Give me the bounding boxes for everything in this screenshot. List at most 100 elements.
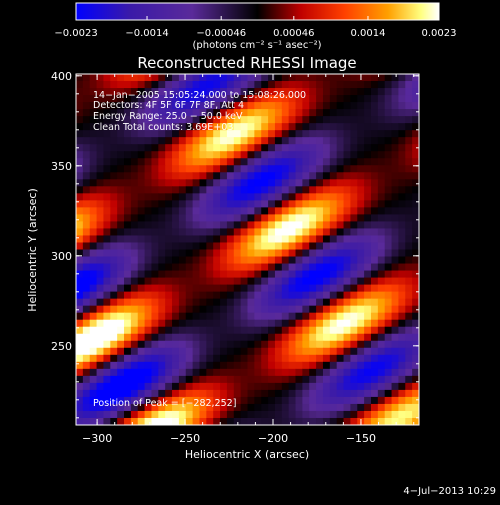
heatmap-cell [309,291,317,300]
heatmap-cell [220,221,228,230]
heatmap-cell [89,417,98,425]
heatmap-cell [213,144,221,152]
heatmap-cell [377,172,386,180]
heatmap-cell [302,235,310,244]
heatmap-cell [76,382,84,391]
heatmap-cell [240,305,249,314]
heatmap-cell [76,207,84,215]
heatmap-cell [151,88,159,96]
heatmap-cell [247,179,255,187]
heatmap-cell [302,396,310,405]
heatmap-cell [158,235,166,244]
heatmap-cell [281,375,290,384]
heatmap-cell [240,291,249,300]
heatmap-cell [364,312,372,321]
heatmap-cell [158,263,166,272]
heatmap-cell [178,228,187,237]
heatmap-cell [302,256,310,265]
heatmap-cell [405,144,413,152]
heatmap-cell [295,270,303,279]
heatmap-cell [220,74,228,82]
peak-position-label: Position of Peak = [−282,252] [93,398,236,409]
heatmap-cell [165,200,173,208]
heatmap-cell [89,214,98,223]
heatmap-cell [288,228,297,237]
heatmap-cell [144,158,153,166]
heatmap-cell [261,312,269,321]
heatmap-cell [343,333,351,342]
heatmap-cell [384,319,393,328]
heatmap-cell [226,263,235,272]
heatmap-cell [226,389,235,398]
heatmap-cell [96,116,105,124]
heatmap-cell [343,326,351,335]
heatmap-cell [130,151,139,159]
heatmap-cell [117,137,125,145]
heatmap-cell [124,361,132,370]
heatmap-cell [165,396,173,405]
heatmap-cell [261,291,269,300]
heatmap-cell [165,417,173,425]
heatmap-cell [124,235,132,244]
heatmap-cell [309,207,317,215]
heatmap-cell [302,291,310,300]
heatmap-cell [384,347,393,356]
heatmap-cell [391,130,400,138]
heatmap-cell [178,375,187,384]
heatmap-cell [124,130,132,138]
heatmap-cell [172,193,180,201]
heatmap-cell [240,312,249,321]
heatmap-cell [377,319,386,328]
heatmap-cell [343,221,351,230]
heatmap-cell [384,249,393,258]
heatmap-cell [226,361,235,370]
heatmap-cell [364,410,372,419]
heatmap-cell [178,333,187,342]
heatmap-cell [281,389,290,398]
heatmap-cell [172,200,180,208]
heatmap-cell [370,382,379,391]
heatmap-cell [364,102,372,110]
heatmap-cell [398,137,406,145]
heatmap-cell [185,109,194,117]
heatmap-cell [391,172,400,180]
heatmap-cell [254,249,262,258]
heatmap-cell [254,109,262,117]
heatmap-cell [199,284,207,293]
heatmap-cell [192,312,201,321]
info-line: Detectors: 4F 5F 6F 7F 8F, Att 4 [93,100,244,111]
heatmap-cell [274,368,283,377]
heatmap-cell [247,305,255,314]
heatmap-cell [261,361,269,370]
heatmap-cell [274,298,283,307]
heatmap-cell [185,151,194,159]
heatmap-cell [185,242,194,251]
heatmap-cell [213,186,221,194]
heatmap-cell [172,242,180,251]
heatmap-cell [172,396,180,405]
heatmap-cell [405,214,413,223]
heatmap-cell [357,403,365,412]
heatmap-cell [268,88,276,96]
heatmap-cell [226,291,235,300]
heatmap-cell [302,249,310,258]
heatmap-cell [240,333,249,342]
heatmap-cell [158,179,166,187]
heatmap-cell [137,186,146,194]
heatmap-cell [137,109,146,117]
heatmap-cell [281,102,290,110]
heatmap-cell [213,347,221,356]
heatmap-cell [274,417,283,425]
heatmap-cell [336,368,345,377]
heatmap-cell [165,368,173,377]
heatmap-cell [405,263,413,272]
heatmap-cell [336,123,345,131]
heatmap-cell [398,249,406,258]
heatmap-cell [220,256,228,265]
heatmap-cell [302,354,310,363]
heatmap-cell [233,242,242,251]
heatmap-cell [199,354,207,363]
heatmap-cell [254,382,262,391]
heatmap-cell [76,312,84,321]
heatmap-cell [357,326,365,335]
